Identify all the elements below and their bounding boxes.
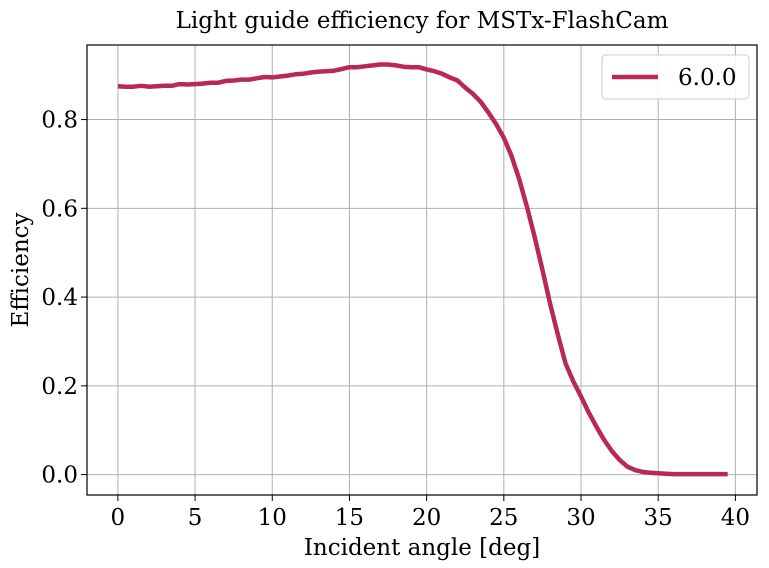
legend: 6.0.0: [601, 54, 750, 100]
y-tick-label: 0.4: [41, 285, 78, 311]
x-axis-label: Incident angle [deg]: [304, 535, 540, 561]
y-tick-label: 0.8: [41, 108, 78, 134]
legend-entry-label: 6.0.0: [678, 65, 737, 91]
x-tick-label: 35: [644, 505, 673, 531]
x-tick-label: 30: [566, 505, 595, 531]
series-lines: [117, 62, 728, 477]
y-tick-label: 0.2: [41, 374, 78, 400]
plot-frame: [86, 44, 758, 496]
x-tick-label: 10: [258, 505, 287, 531]
y-tick-label: 0.6: [41, 196, 78, 222]
x-axis-ticks: 0 5 10 15 20 25 30 35 40: [111, 495, 750, 531]
chart-title: Light guide efficiency for MSTx-FlashCam: [176, 8, 669, 34]
y-axis-label: Efficiency: [8, 212, 34, 327]
x-tick-label: 40: [721, 505, 750, 531]
legend-box: [601, 54, 750, 100]
x-tick-label: 20: [412, 505, 441, 531]
grid-lines: [87, 45, 757, 495]
x-tick-label: 5: [188, 505, 203, 531]
x-tick-label: 15: [335, 505, 364, 531]
series-line: [117, 62, 728, 477]
x-tick-label: 0: [111, 505, 126, 531]
y-axis-ticks: 0.0 0.2 0.4 0.6 0.8: [41, 108, 87, 489]
x-tick-label: 25: [489, 505, 518, 531]
y-tick-label: 0.0: [41, 463, 78, 489]
